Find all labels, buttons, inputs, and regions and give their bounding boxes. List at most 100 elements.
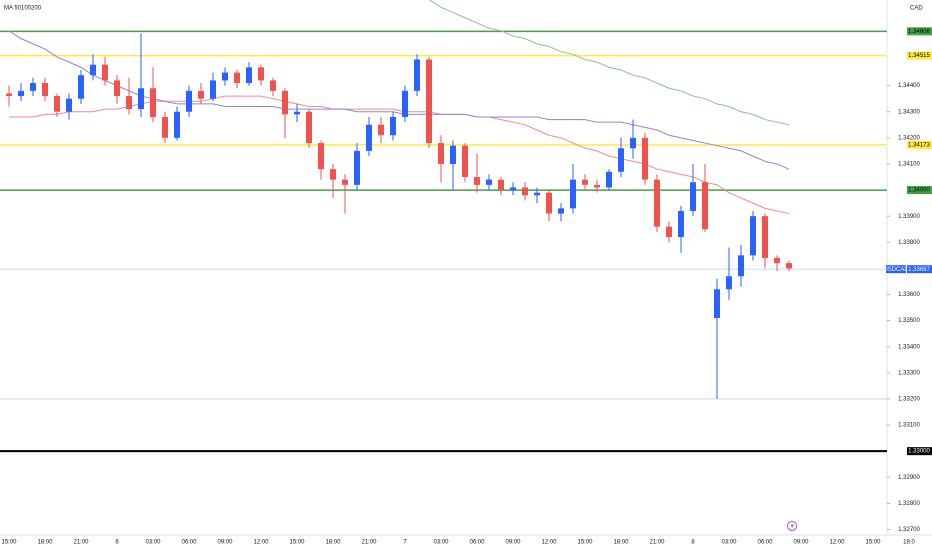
x-tick-label: 15:00 [1,540,17,546]
y-tick-label: 1.34100 [898,162,920,168]
candle-body [618,148,624,172]
candle-body [594,184,600,188]
x-tick-label: 03:00 [721,540,737,546]
candle-body [642,137,648,180]
candle-body [714,289,720,318]
candle-body [522,187,528,196]
candle-body [198,90,204,99]
candle-body [666,226,672,238]
indicator-label: MA 50100200 [4,6,42,12]
candle-body [66,98,72,112]
y-tick-label: 1.33900 [898,214,920,220]
candle-body [474,177,480,185]
candle-body [294,111,300,115]
candle-body [678,210,684,238]
x-tick-label: 21:00 [649,540,665,546]
symbol-tag [886,265,906,274]
alert-circle [787,521,797,531]
candle-body [78,75,84,99]
x-tick-label: 15:00 [577,540,593,546]
level-label: 1.34515 [908,53,930,59]
candle-body [738,255,744,277]
candle-body [702,182,708,230]
candle-body [126,96,132,110]
currency-label: CAD [910,6,923,12]
y-tick-label: 1.32800 [898,501,920,507]
candle-body [354,150,360,185]
candle-body [558,208,564,214]
level-label: 1.34608 [908,29,930,35]
candle-body [546,192,552,214]
candle-body [258,67,264,81]
y-tick-label: 1.33300 [898,370,920,376]
moving-average-line [428,0,790,126]
y-tick-label: 1.33800 [898,240,920,246]
x-tick-label: 18:00 [37,540,53,546]
candle-body [774,257,780,264]
candle-body [606,171,612,188]
last-price-label: 1.33697 [908,267,930,273]
candle-body [102,64,108,81]
x-tick-label: 06:00 [469,540,485,546]
alert-icon[interactable] [787,521,797,531]
level-tag [907,186,932,195]
y-tick-label: 1.34300 [898,109,920,115]
candle-body [246,67,252,84]
x-tick-label: 8 [691,540,695,546]
candle-body [654,179,660,227]
candle-body [42,83,48,97]
y-tick-label: 1.32900 [898,475,920,481]
candle-body [630,137,636,149]
candle-body [114,80,120,97]
y-tick-label: 1.34200 [898,135,920,141]
candle-body [366,124,372,151]
x-tick-label: 15:00 [289,540,305,546]
candle-body [570,179,576,209]
y-tick-label: 1.33500 [898,318,920,324]
x-tick-label: 06:00 [181,540,197,546]
level-tag [907,27,932,36]
alert-bolt [790,523,794,529]
candle-body [330,169,336,180]
y-tick-label: 1.34400 [898,83,920,89]
candle-body [486,179,492,185]
x-tick-label: 21:00 [73,540,89,546]
x-tick-label: 18:00 [613,540,629,546]
y-tick-label: 1.33600 [898,292,920,298]
candle-body [750,216,756,256]
x-tick-label: 12:00 [541,540,557,546]
candle-body [414,59,420,91]
candle-body [54,96,60,112]
y-tick-label: 1.32700 [898,527,920,533]
candle-body [270,80,276,91]
candle-body [342,179,348,185]
x-tick-label: 18:0 [903,540,915,546]
x-tick-label: 6 [115,540,119,546]
x-tick-label: 12:00 [829,540,845,546]
candle-body [498,179,504,191]
symbol-label: USDCAD [883,267,909,273]
candle-body [762,216,768,258]
y-tick-label: 1.33200 [898,397,920,403]
x-tick-label: 09:00 [217,540,233,546]
level-tag [907,447,932,456]
candle-body [30,83,36,91]
candle-body [150,88,156,117]
y-tick-label: 1.33400 [898,344,920,350]
x-tick-label: 03:00 [433,540,449,546]
x-tick-label: 12:00 [253,540,269,546]
level-label: 1.34173 [908,142,930,148]
x-tick-label: 06:00 [757,540,773,546]
candle-body [390,116,396,136]
candle-body [690,182,696,211]
x-tick-label: 03:00 [145,540,161,546]
candle-body [306,111,312,144]
candle-body [222,72,228,81]
candle-body [18,90,24,97]
candle-body [138,88,144,110]
candle-body [186,90,192,112]
candle-body [234,72,240,84]
